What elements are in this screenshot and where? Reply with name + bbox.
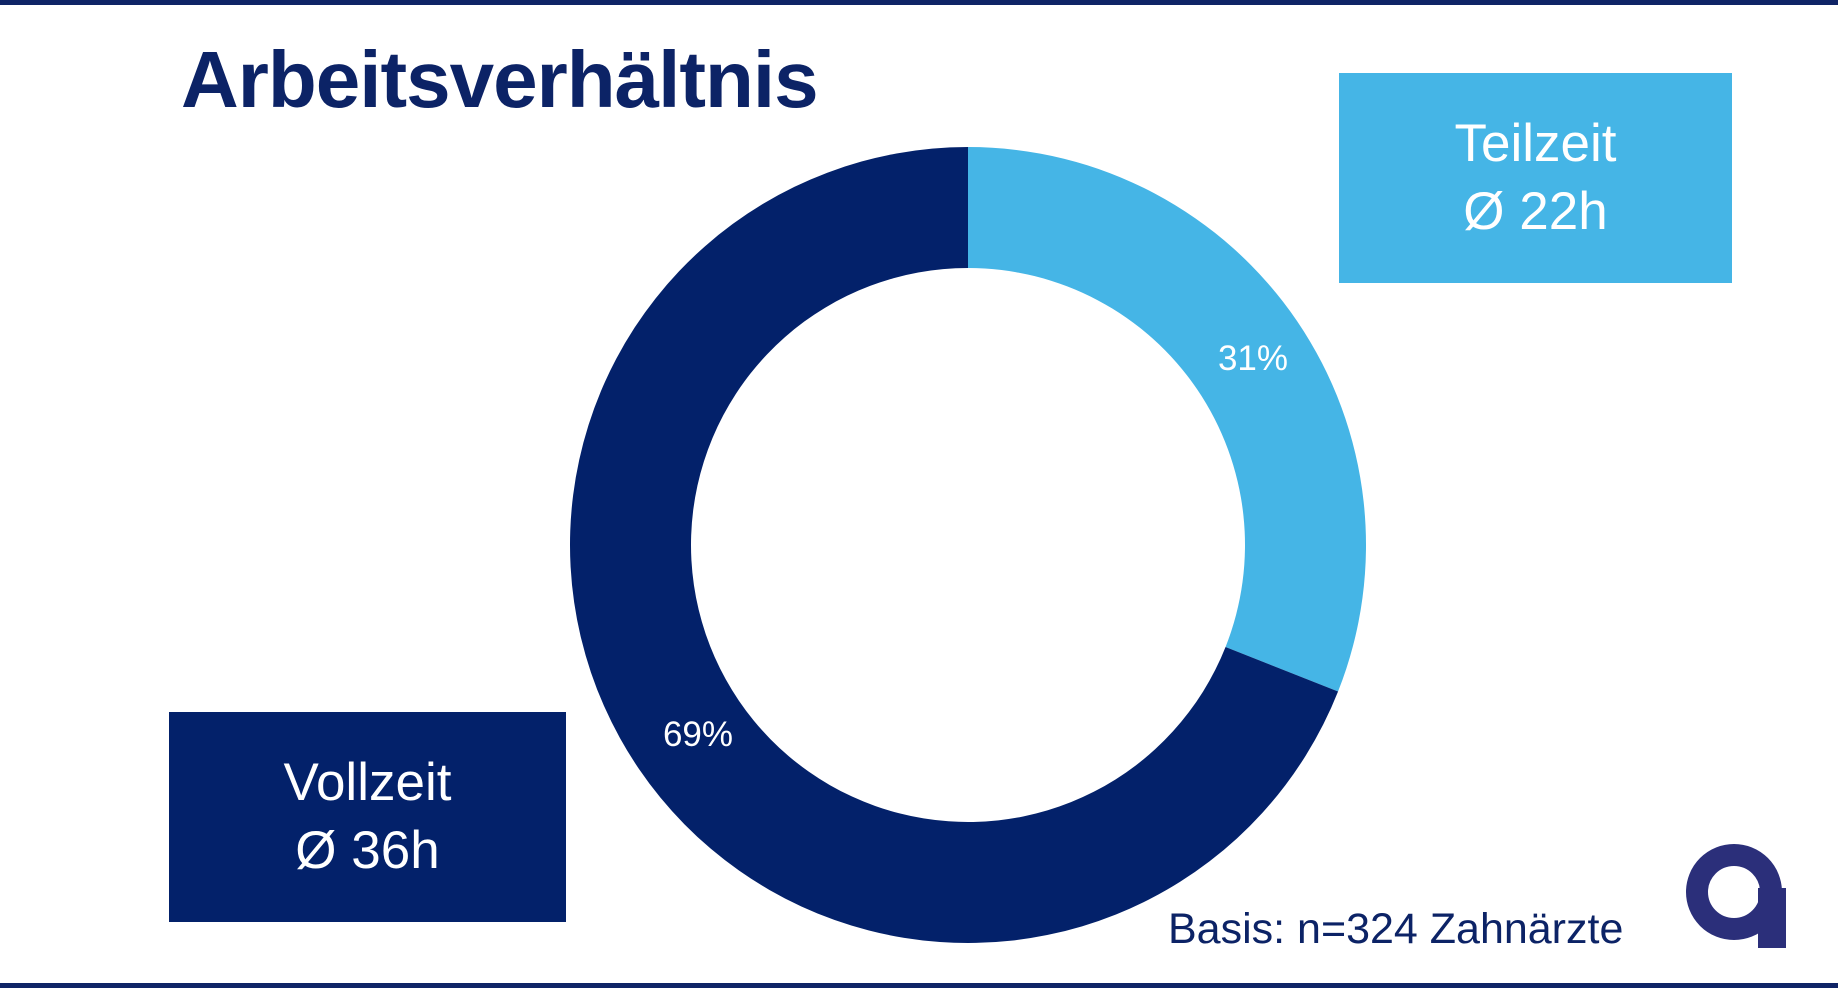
legend-vollzeit: Vollzeit Ø 36h bbox=[169, 712, 566, 922]
legend-teilzeit-name: Teilzeit bbox=[1454, 114, 1617, 173]
top-rule bbox=[0, 0, 1838, 5]
page-title: Arbeitsverhältnis bbox=[181, 35, 819, 124]
legend-vollzeit-name: Vollzeit bbox=[283, 753, 452, 812]
bottom-rule bbox=[0, 983, 1838, 988]
legend-vollzeit-avg: Ø 36h bbox=[295, 821, 440, 880]
legend-teilzeit: Teilzeit Ø 22h bbox=[1339, 73, 1732, 283]
basis-footnote: Basis: n=324 Zahnärzte bbox=[1168, 905, 1624, 953]
slice-teilzeit bbox=[968, 147, 1366, 692]
slice-label-teilzeit: 31% bbox=[1218, 339, 1288, 378]
slice-label-vollzeit: 69% bbox=[663, 715, 733, 754]
brand-a-logo-icon bbox=[1686, 844, 1786, 948]
slice-vollzeit bbox=[569, 147, 1339, 944]
legend-teilzeit-avg: Ø 22h bbox=[1463, 182, 1608, 241]
